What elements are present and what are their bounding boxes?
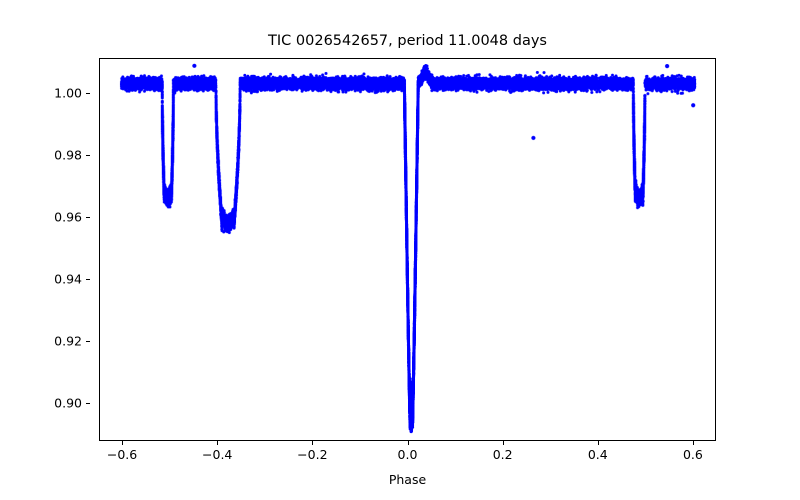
- x-tick-mark: [217, 441, 219, 445]
- y-tick-mark: [86, 154, 90, 156]
- x-tick-label: 0.6: [682, 447, 703, 462]
- x-tick-mark: [502, 441, 504, 445]
- y-tick-label: 0.90: [54, 395, 82, 411]
- y-tick-mark: [86, 216, 90, 218]
- x-tick-mark: [597, 441, 599, 445]
- y-tick-label: 0.92: [54, 333, 82, 349]
- x-axis-label: Phase: [388, 472, 427, 487]
- y-tick-label: 0.94: [54, 271, 82, 287]
- y-tick-label: 1.00: [54, 85, 82, 101]
- x-tick-mark: [407, 441, 409, 445]
- x-axis-tick-labels: −0.6 −0.4 −0.2 0.0 0.2 0.4 0.6: [99, 441, 716, 471]
- y-tick-label: 0.96: [54, 209, 82, 225]
- y-tick-mark: [86, 278, 90, 280]
- scatter-data-layer: [100, 59, 715, 440]
- x-tick-mark: [312, 441, 314, 445]
- x-tick-label: 0.2: [492, 447, 513, 462]
- x-tick-mark: [122, 441, 124, 445]
- axes-frame: [99, 58, 716, 441]
- x-tick-mark: [692, 441, 695, 445]
- x-tick-label: 0.4: [587, 447, 608, 462]
- y-axis-tick-labels: 0.90 0.92 0.94 0.96 0.98 1.00: [0, 58, 90, 441]
- y-tick-mark: [86, 92, 90, 94]
- x-tick-label: 0.0: [397, 447, 418, 462]
- y-tick-mark: [86, 340, 90, 342]
- x-tick-label: −0.4: [202, 447, 233, 462]
- plot-title: TIC 0026542657, period 11.0048 days: [268, 33, 547, 49]
- x-tick-label: −0.6: [106, 447, 138, 462]
- y-tick-label: 0.98: [54, 147, 82, 163]
- y-tick-mark: [86, 402, 90, 404]
- x-tick-label: −0.2: [297, 447, 328, 462]
